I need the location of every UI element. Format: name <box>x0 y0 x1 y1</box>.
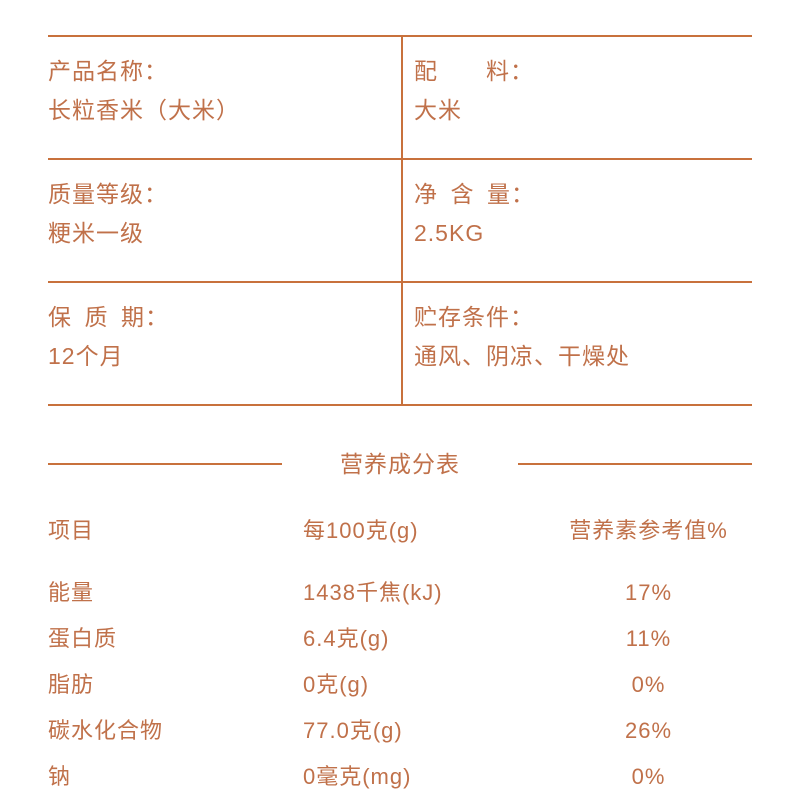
shelf-life-value: 12个月 <box>48 343 124 369</box>
nutrient-name: 蛋白质 <box>48 626 118 651</box>
nutrient-name: 能量 <box>48 580 95 605</box>
column-header-item: 项目 <box>48 518 95 543</box>
nutrition-section-heading: 营养成分表 <box>48 451 752 477</box>
spec-row-3: 保 质 期： 12个月 贮存条件： 通风、阴凉、干燥处 <box>48 283 752 406</box>
quality-grade-value: 粳米一级 <box>48 220 144 246</box>
shelf-life-cell: 保 质 期： 12个月 <box>48 283 401 404</box>
product-name-cell: 产品名称： 长粒香米（大米） <box>48 37 401 158</box>
nutrient-nrv: 11% <box>625 626 672 651</box>
storage-conditions-value: 通风、阴凉、干燥处 <box>414 343 630 369</box>
ingredients-label: 配 料： <box>414 58 534 84</box>
nutrient-name: 脂肪 <box>48 672 95 697</box>
shelf-life-label: 保 质 期： <box>48 304 169 330</box>
quality-grade-cell: 质量等级： 粳米一级 <box>48 160 401 281</box>
nutrient-amount: 1438千焦(kJ) <box>303 580 443 605</box>
spec-row-2: 质量等级： 粳米一级 净 含 量： 2.5KG <box>48 160 752 283</box>
column-header-nrv: 营养素参考值% <box>569 518 728 543</box>
nutrient-amount: 77.0克(g) <box>303 718 403 743</box>
nutrition-section-title: 营养成分表 <box>340 451 460 477</box>
nutrition-row-fat: 脂肪 0克(g) 0% <box>48 672 752 698</box>
nutrition-row-energy: 能量 1438千焦(kJ) 17% <box>48 580 752 606</box>
nutrient-nrv: 0% <box>631 672 666 697</box>
nutrient-name: 碳水化合物 <box>48 718 164 743</box>
nutrient-amount: 0克(g) <box>303 672 370 697</box>
net-content-value: 2.5KG <box>414 220 485 246</box>
storage-conditions-cell: 贮存条件： 通风、阴凉、干燥处 <box>401 283 752 404</box>
ingredients-value: 大米 <box>414 97 462 123</box>
nutrition-header-row: 项目 每100克(g) 营养素参考值% <box>48 518 752 544</box>
nutrition-row-sodium: 钠 0毫克(mg) 0% <box>48 764 752 790</box>
nutrition-row-carbohydrate: 碳水化合物 77.0克(g) 26% <box>48 718 752 744</box>
nutrient-nrv: 26% <box>624 718 673 743</box>
nutrient-nrv: 0% <box>631 764 666 789</box>
nutrient-amount: 6.4克(g) <box>303 626 390 651</box>
nutrition-row-protein: 蛋白质 6.4克(g) 11% <box>48 626 752 652</box>
spec-row-1: 产品名称： 长粒香米（大米） 配 料： 大米 <box>48 37 752 160</box>
ingredients-cell: 配 料： 大米 <box>401 37 752 158</box>
product-name-value: 长粒香米（大米） <box>48 97 240 123</box>
product-name-label: 产品名称： <box>48 58 168 84</box>
net-content-cell: 净 含 量： 2.5KG <box>401 160 752 281</box>
nutrient-name: 钠 <box>48 764 72 789</box>
nutrient-amount: 0毫克(mg) <box>303 764 412 789</box>
quality-grade-label: 质量等级： <box>48 181 168 207</box>
storage-conditions-label: 贮存条件： <box>414 304 534 330</box>
net-content-label: 净 含 量： <box>414 181 535 207</box>
nutrient-nrv: 17% <box>624 580 673 605</box>
section-rule-left <box>48 463 282 465</box>
nutrition-table: 项目 每100克(g) 营养素参考值% 能量 1438千焦(kJ) 17% 蛋白… <box>48 518 752 810</box>
column-header-per-100g: 每100克(g) <box>303 518 419 543</box>
section-rule-right <box>518 463 752 465</box>
product-spec-table: 产品名称： 长粒香米（大米） 配 料： 大米 质量等级： 粳米一级 净 含 量：… <box>48 35 752 406</box>
